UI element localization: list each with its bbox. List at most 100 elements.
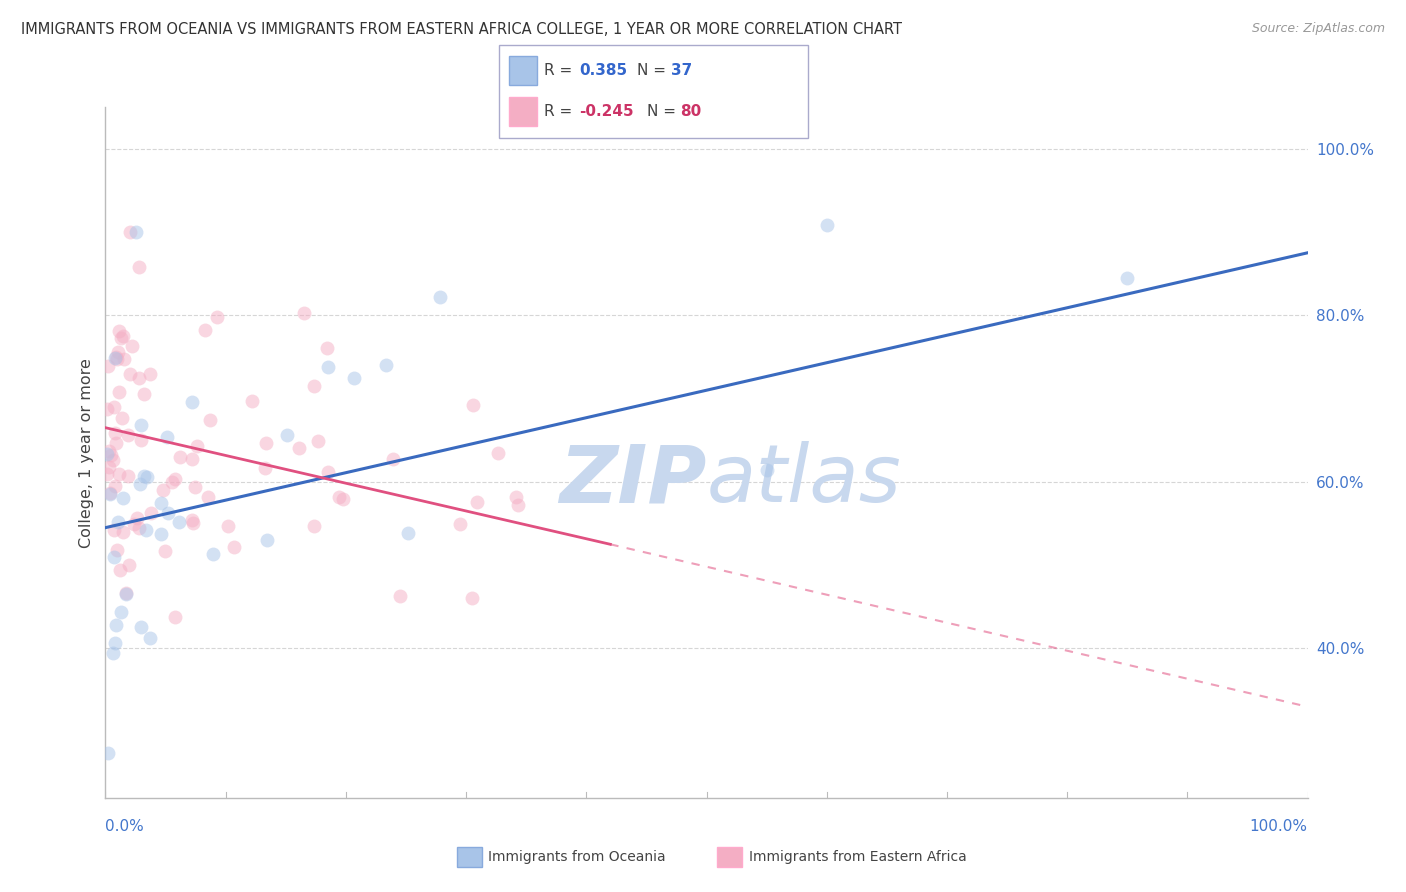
Point (97, 460, 120, 475)
Point (163, 472, 186, 486)
Point (328, 490, 350, 504)
Text: atlas: atlas (707, 442, 901, 519)
Text: R =: R = (544, 63, 578, 78)
Point (104, 618, 127, 632)
Point (318, 359, 340, 374)
Point (240, 393, 263, 408)
Point (129, 418, 152, 433)
Y-axis label: College, 1 year or more: College, 1 year or more (79, 358, 94, 548)
Point (141, 506, 163, 520)
Point (108, 325, 131, 339)
Point (96, 447, 118, 461)
Point (160, 475, 183, 489)
Point (96, 467, 118, 482)
Point (112, 351, 135, 366)
Point (105, 352, 128, 367)
Point (128, 260, 150, 275)
Point (461, 399, 484, 413)
Point (156, 430, 179, 444)
Point (98, 444, 121, 458)
Point (104, 425, 127, 440)
Point (97, 746, 120, 760)
Point (169, 450, 191, 465)
Point (375, 358, 398, 372)
Point (292, 305, 315, 319)
Point (486, 446, 509, 460)
Point (121, 338, 143, 352)
Point (180, 451, 202, 466)
Point (139, 631, 162, 645)
Point (318, 465, 340, 479)
Point (103, 453, 125, 467)
Point (105, 435, 128, 450)
Point (103, 549, 125, 564)
Point (449, 517, 471, 532)
Point (98, 487, 121, 501)
Text: N =: N = (647, 104, 681, 119)
Point (222, 540, 245, 554)
Text: 100.0%: 100.0% (1250, 819, 1308, 834)
Point (186, 439, 208, 453)
Text: Source: ZipAtlas.com: Source: ZipAtlas.com (1251, 22, 1385, 36)
Text: N =: N = (637, 63, 671, 78)
Point (129, 619, 152, 633)
Point (180, 395, 202, 409)
Point (184, 480, 207, 494)
Text: -0.245: -0.245 (579, 104, 634, 119)
Point (101, 646, 124, 660)
Point (755, 463, 778, 477)
Point (117, 469, 139, 483)
Point (202, 547, 225, 561)
Point (287, 442, 309, 456)
Point (112, 491, 135, 505)
Point (124, 517, 146, 532)
Point (181, 513, 204, 527)
Point (107, 344, 129, 359)
Point (128, 521, 150, 535)
Point (127, 511, 149, 525)
Point (157, 506, 180, 520)
Point (461, 591, 484, 606)
Text: R =: R = (544, 104, 578, 119)
Point (129, 433, 152, 447)
Point (465, 495, 488, 509)
Point (136, 469, 159, 483)
Point (98, 485, 121, 500)
Point (307, 434, 329, 449)
Text: IMMIGRANTS FROM OCEANIA VS IMMIGRANTS FROM EASTERN AFRICA COLLEGE, 1 YEAR OR MOR: IMMIGRANTS FROM OCEANIA VS IMMIGRANTS FR… (21, 22, 903, 37)
Point (152, 483, 174, 497)
Point (115, 586, 138, 600)
Point (124, 225, 146, 239)
Point (815, 218, 838, 232)
Text: Immigrants from Oceania: Immigrants from Oceania (488, 850, 665, 864)
Point (118, 225, 141, 239)
Point (165, 610, 187, 624)
Point (315, 342, 337, 356)
Point (304, 518, 326, 533)
Point (108, 563, 131, 577)
Point (104, 636, 127, 650)
Point (169, 515, 191, 529)
Point (96, 401, 118, 416)
Point (276, 427, 298, 442)
Text: Immigrants from Eastern Africa: Immigrants from Eastern Africa (749, 850, 967, 864)
Text: 0.0%: 0.0% (105, 819, 145, 834)
Point (103, 523, 125, 537)
Point (103, 479, 125, 493)
Point (256, 533, 278, 548)
Point (115, 586, 138, 600)
Point (112, 329, 135, 343)
Point (197, 490, 219, 504)
Point (505, 491, 527, 505)
Point (396, 525, 419, 540)
Point (128, 371, 150, 385)
Point (132, 387, 155, 401)
Point (381, 451, 404, 466)
Point (103, 400, 125, 414)
Point (1116, 270, 1139, 285)
Point (254, 435, 277, 450)
Point (104, 351, 127, 365)
Point (107, 516, 129, 530)
Point (117, 427, 139, 442)
Point (111, 410, 134, 425)
